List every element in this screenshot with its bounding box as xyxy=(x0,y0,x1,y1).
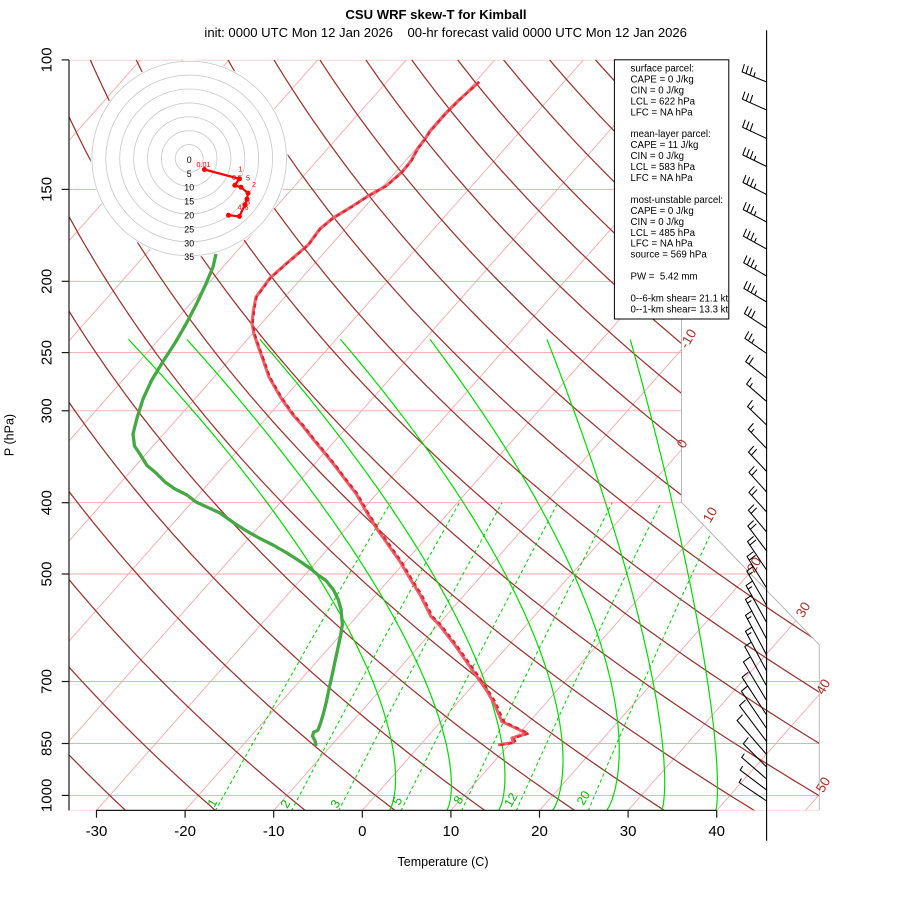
svg-text:CIN = 0 J/kg: CIN = 0 J/kg xyxy=(631,151,685,162)
svg-text:LFC = NA hPa: LFC = NA hPa xyxy=(631,173,694,184)
svg-text:10: 10 xyxy=(443,823,460,840)
svg-text:50: 50 xyxy=(813,774,834,795)
svg-text:700: 700 xyxy=(38,669,55,694)
svg-text:source = 569 hPa: source = 569 hPa xyxy=(631,250,708,261)
svg-text:2: 2 xyxy=(252,180,256,189)
svg-text:400: 400 xyxy=(38,490,55,515)
svg-text:30: 30 xyxy=(184,238,194,248)
svg-text:10: 10 xyxy=(184,183,194,193)
svg-text:30: 30 xyxy=(620,823,637,840)
svg-text:200: 200 xyxy=(38,269,55,294)
svg-text:LFC = NA hPa: LFC = NA hPa xyxy=(631,239,694,250)
svg-text:5: 5 xyxy=(246,174,250,183)
svg-text:Temperature (C): Temperature (C) xyxy=(398,855,489,869)
svg-text:CIN = 0 J/kg: CIN = 0 J/kg xyxy=(631,85,685,96)
svg-text:CAPE = 0 J/kg: CAPE = 0 J/kg xyxy=(631,206,694,217)
svg-text:CIN = 0 J/kg: CIN = 0 J/kg xyxy=(631,217,685,228)
svg-text:20: 20 xyxy=(574,788,593,807)
svg-text:100: 100 xyxy=(38,47,55,72)
svg-text:20: 20 xyxy=(531,823,548,840)
svg-text:150: 150 xyxy=(38,177,55,202)
svg-text:4: 4 xyxy=(238,203,242,212)
svg-text:LCL = 583 hPa: LCL = 583 hPa xyxy=(631,162,696,173)
svg-text:0: 0 xyxy=(187,155,192,165)
svg-text:3: 3 xyxy=(246,198,250,207)
svg-text:-10: -10 xyxy=(677,327,700,351)
svg-text:CAPE = 11 J/kg: CAPE = 11 J/kg xyxy=(631,140,699,151)
svg-text:0--6-km shear= 21.1 kt: 0--6-km shear= 21.1 kt xyxy=(631,293,729,304)
svg-text:0.5: 0.5 xyxy=(232,173,242,182)
svg-text:PW = 5.42 mm: PW = 5.42 mm xyxy=(631,272,698,283)
svg-text:0.01: 0.01 xyxy=(197,160,211,169)
svg-text:init: 0000 UTC Mon 12 Jan 2026: init: 0000 UTC Mon 12 Jan 2026 00-hr for… xyxy=(204,25,687,40)
svg-text:1: 1 xyxy=(205,796,221,809)
svg-text:CAPE = 0 J/kg: CAPE = 0 J/kg xyxy=(631,75,694,86)
svg-text:LFC = NA hPa: LFC = NA hPa xyxy=(631,107,694,118)
svg-text:P (hPa): P (hPa) xyxy=(3,414,17,456)
svg-text:0: 0 xyxy=(674,437,691,451)
svg-text:3: 3 xyxy=(328,797,344,810)
svg-text:12: 12 xyxy=(501,790,520,809)
svg-text:40: 40 xyxy=(708,823,725,840)
svg-text:LCL = 622 hPa: LCL = 622 hPa xyxy=(631,96,696,107)
svg-text:-20: -20 xyxy=(174,823,196,840)
svg-text:0--1-km shear= 13.3 kt: 0--1-km shear= 13.3 kt xyxy=(631,304,729,315)
svg-text:1: 1 xyxy=(239,165,243,174)
svg-text:surface parcel:: surface parcel: xyxy=(631,64,695,75)
svg-text:40: 40 xyxy=(813,676,834,697)
svg-text:10: 10 xyxy=(700,504,721,525)
svg-text:CSU WRF skew-T for Kimball: CSU WRF skew-T for Kimball xyxy=(345,7,526,22)
svg-text:500: 500 xyxy=(38,561,55,586)
svg-text:250: 250 xyxy=(38,340,55,365)
svg-text:1000: 1000 xyxy=(38,779,55,812)
svg-text:850: 850 xyxy=(38,731,55,756)
svg-text:most-unstable parcel:: most-unstable parcel: xyxy=(631,195,724,206)
svg-text:25: 25 xyxy=(184,224,194,234)
svg-text:0: 0 xyxy=(358,823,366,840)
svg-text:20: 20 xyxy=(184,211,194,221)
svg-text:5: 5 xyxy=(187,169,192,179)
svg-text:6: 6 xyxy=(245,203,249,212)
svg-text:30: 30 xyxy=(793,599,814,620)
svg-text:LCL = 485 hPa: LCL = 485 hPa xyxy=(631,228,696,239)
svg-text:-10: -10 xyxy=(263,823,285,840)
svg-text:300: 300 xyxy=(38,398,55,423)
svg-text:35: 35 xyxy=(184,252,194,262)
svg-text:-30: -30 xyxy=(86,823,108,840)
svg-text:15: 15 xyxy=(184,197,194,207)
svg-text:mean-layer parcel:: mean-layer parcel: xyxy=(631,129,711,140)
